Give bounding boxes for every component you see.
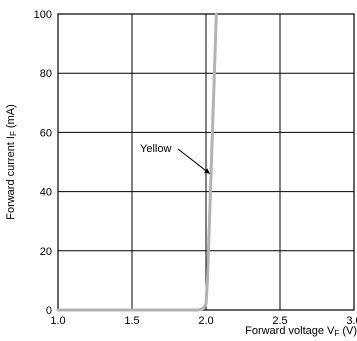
y-tick-label: 100 [34, 9, 52, 21]
series-line-yellow [56, 12, 218, 312]
y-tick-label: 40 [40, 187, 52, 199]
annotation-arrowhead [204, 168, 210, 174]
x-tick-label: 3.0 [346, 315, 357, 327]
x-tick-label: 2.0 [198, 315, 213, 327]
x-tick-label: 1.5 [124, 315, 139, 327]
y-tick-label: 60 [40, 127, 52, 139]
x-axis-label: Forward voltage VF (V) [245, 325, 357, 338]
annotation-layer: Yellow [140, 143, 211, 175]
x-tick-label: 1.0 [50, 315, 65, 327]
annotation-label: Yellow [140, 143, 171, 155]
y-tick-label: 80 [40, 68, 52, 80]
x-tick-label: 2.5 [272, 315, 287, 327]
y-tick-label: 20 [40, 246, 52, 258]
series-layer [56, 12, 218, 312]
plot-frame [57, 13, 355, 311]
y-tick-label: 0 [46, 305, 52, 317]
y-axis-label: Forward current IF (mA) [5, 104, 18, 220]
axis-ticks: 1.0 1.5 2.0 2.5 3.0 0 20 40 60 80 100 [34, 9, 357, 327]
grid-lines [58, 14, 354, 310]
annotation-leader [177, 148, 211, 175]
